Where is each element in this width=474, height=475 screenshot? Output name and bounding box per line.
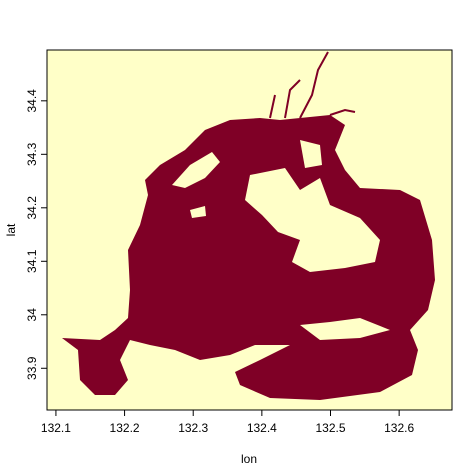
x-axis-label: lon	[241, 452, 257, 466]
x-tick-label: 132.5	[315, 421, 345, 435]
y-axis-label: lat	[4, 223, 18, 236]
island	[172, 152, 220, 188]
island	[300, 318, 390, 340]
y-tick-label: 34.2	[25, 196, 39, 220]
island	[300, 140, 322, 168]
y-tick-label: 34.3	[25, 142, 39, 166]
island	[245, 168, 380, 272]
islands	[172, 140, 390, 340]
x-tick-label: 132.3	[178, 421, 208, 435]
plot-frame	[46, 49, 453, 411]
y-tick-label: 34.1	[25, 249, 39, 273]
island	[190, 206, 206, 218]
rivers	[269, 51, 356, 119]
x-tick-label: 132.6	[384, 421, 414, 435]
x-tick-label: 132.4	[247, 421, 277, 435]
x-tick-label: 132.2	[110, 421, 140, 435]
y-tick-label: 34	[25, 308, 39, 322]
y-tick-label: 33.9	[25, 356, 39, 380]
x-tick-label: 132.1	[41, 421, 71, 435]
y-tick-label: 34.4	[25, 89, 39, 113]
